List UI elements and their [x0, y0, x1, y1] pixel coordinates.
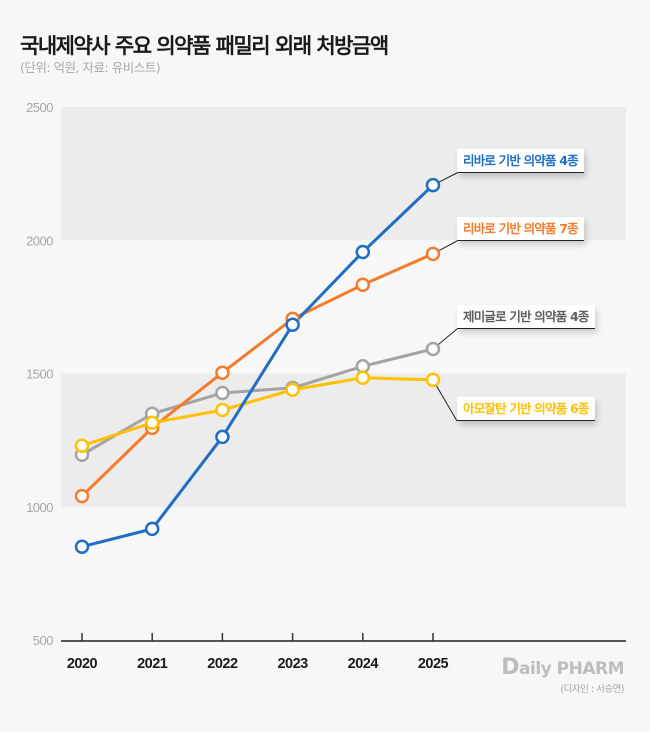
chart-subtitle: (단위: 억원, 자료: 유비스트) — [20, 60, 161, 75]
dailypharm-logo: Daily PHARM — [501, 655, 624, 680]
data-point — [144, 415, 160, 431]
y-tick-label: 1500 — [26, 367, 53, 382]
series-line — [80, 252, 434, 498]
x-tick-label: 2025 — [418, 656, 449, 672]
y-tick-label: 1000 — [26, 500, 53, 515]
series-label: 제미글로 기반 의약품 4종 — [457, 305, 595, 329]
y-tick-label: 500 — [33, 633, 53, 648]
data-point — [215, 402, 230, 418]
data-point — [425, 246, 441, 262]
data-point — [425, 372, 441, 388]
data-point — [425, 177, 441, 193]
label-connector — [432, 379, 458, 422]
data-point — [215, 429, 230, 445]
grid-band — [61, 373, 626, 507]
x-tick-label: 2022 — [207, 656, 238, 672]
data-point — [215, 385, 230, 401]
series-line — [81, 183, 435, 549]
series-label: 아모잘탄 기반 의약품 6종 — [457, 397, 595, 421]
x-tick-label: 2024 — [348, 656, 379, 672]
series-label: 리바로 기반 의약품 4종 — [457, 149, 584, 173]
x-tick-label: 2021 — [137, 656, 168, 672]
data-point — [215, 365, 230, 380]
data-point — [425, 341, 441, 357]
y-tick-label: 2500 — [26, 100, 53, 115]
y-axis-ticks: 500 1000 1500 2000 2500 — [26, 100, 54, 648]
y-tick-label: 2000 — [26, 233, 53, 248]
series-label: 리바로 기반 의약품 7종 — [457, 217, 584, 241]
series-lines — [80, 183, 435, 549]
data-point — [355, 370, 371, 386]
data-point — [144, 521, 160, 537]
series-line — [81, 347, 434, 457]
series-line — [81, 376, 434, 448]
chart-title: 국내제약사 주요 의약품 패밀리 외래 처방금액 — [20, 34, 389, 58]
x-axis: 2020 2021 2022 2023 2024 2025 — [61, 633, 626, 672]
data-point — [285, 317, 300, 332]
x-tick-label: 2023 — [277, 656, 308, 672]
data-point — [355, 277, 371, 293]
data-point — [74, 539, 90, 554]
design-credit: (디자인 : 서승연) — [560, 684, 624, 695]
data-point — [355, 244, 371, 260]
data-point — [285, 382, 300, 398]
data-point — [74, 488, 90, 504]
data-point — [355, 359, 371, 374]
x-tick-label: 2020 — [67, 656, 98, 672]
data-point — [74, 438, 90, 453]
series-points — [74, 177, 441, 554]
grid-bands — [61, 107, 626, 507]
